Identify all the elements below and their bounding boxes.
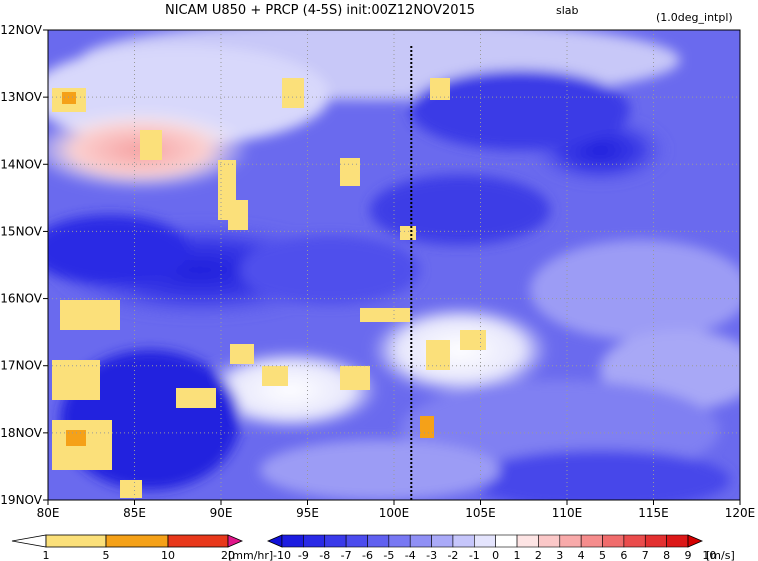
precip-colorbar-unit: [mm/hr] xyxy=(228,549,273,561)
precip-patches xyxy=(52,78,486,498)
wind-colorbar-label: 9 xyxy=(685,549,692,561)
precip-colorbar-label: 10 xyxy=(161,549,175,561)
chart-grid xyxy=(48,30,740,500)
wind-colorbar-swatch xyxy=(281,534,304,548)
wind-colorbar-label: -2 xyxy=(447,549,458,561)
wind-colorbar-swatch xyxy=(388,534,411,548)
wind-colorbar-label: -10 xyxy=(273,549,291,561)
wind-colorbar-swatch xyxy=(474,534,496,548)
precip-colorbar: 1 5 10 20[mm/hr] xyxy=(11,534,273,561)
x-tick-label: 95E xyxy=(296,506,319,520)
x-tick-label: 80E xyxy=(37,506,60,520)
wind-colorbar-swatch xyxy=(580,534,603,548)
wind-colorbar-label: -5 xyxy=(383,549,394,561)
wind-colorbar-label: 2 xyxy=(535,549,542,561)
x-tick-label: 100E xyxy=(379,506,410,520)
wind-colorbar-swatch xyxy=(666,534,689,548)
y-tick-label: 18NOV xyxy=(0,426,42,440)
chart-subtitle: (1.0deg_intpl) xyxy=(656,11,733,24)
wind-colorbar-swatch xyxy=(452,534,475,548)
wind-colorbar-swatch xyxy=(687,534,704,548)
wind-colorbar-label: 10 xyxy=(702,549,716,561)
wind-colorbar-label: 5 xyxy=(599,549,606,561)
wind-colorbar-swatch xyxy=(303,534,326,548)
y-tick-label: 13NOV xyxy=(0,90,42,104)
precip-colorbar-swatch xyxy=(227,534,244,548)
y-tick-label: 14NOV xyxy=(0,157,42,171)
wind-colorbar-label: 4 xyxy=(578,549,585,561)
wind-colorbar-swatch xyxy=(495,534,518,548)
wind-colorbar-label: 0 xyxy=(492,549,499,561)
wind-colorbar-swatch xyxy=(516,534,539,548)
y-tick-label: 17NOV xyxy=(0,359,42,373)
chart-title-tag: slab xyxy=(556,4,579,17)
wind-field xyxy=(48,30,740,500)
wind-colorbar-label: 7 xyxy=(642,549,649,561)
wind-colorbar-label: 1 xyxy=(514,549,521,561)
y-axis: 12NOV 13NOV 14NOV 15NOV 16NOV 17NOV 18NOV 19NOV xyxy=(0,23,48,507)
wind-colorbar: -10 -9 -8 -7 -6 -5 -4 -3 -2 -1 0 1 2 3 4 5 6 7 8 9 10[m/s] xyxy=(266,534,735,561)
wind-colorbar-label: -1 xyxy=(469,549,480,561)
wind-colorbar-swatch xyxy=(367,534,390,548)
y-tick-label: 15NOV xyxy=(0,224,42,238)
wind-colorbar-swatch xyxy=(644,534,667,548)
precip-colorbar-swatch xyxy=(11,534,47,548)
x-tick-label: 105E xyxy=(465,506,496,520)
x-tick-label: 115E xyxy=(638,506,669,520)
x-tick-label: 110E xyxy=(552,506,583,520)
precip-colorbar-label: 1 xyxy=(43,549,50,561)
precip-colorbar-swatch xyxy=(105,534,169,548)
wind-colorbar-unit: [m/s] xyxy=(706,549,735,561)
precip-colorbar-swatch xyxy=(45,534,107,548)
x-tick-label: 120E xyxy=(725,506,756,520)
wind-colorbar-label: -9 xyxy=(298,549,309,561)
wind-colorbar-swatch xyxy=(538,534,561,548)
wind-colorbar-label: 3 xyxy=(556,549,563,561)
precip-colorbar-label: 5 xyxy=(103,549,110,561)
wind-colorbar-label: -6 xyxy=(362,549,373,561)
y-tick-label: 16NOV xyxy=(0,292,42,306)
wind-colorbar-label: 6 xyxy=(620,549,627,561)
wind-colorbar-label: -7 xyxy=(341,549,352,561)
wind-colorbar-swatch xyxy=(266,534,283,548)
x-tick-label: 85E xyxy=(123,506,146,520)
wind-colorbar-swatch xyxy=(623,534,646,548)
x-tick-label: 90E xyxy=(210,506,233,520)
wind-colorbar-label: 8 xyxy=(663,549,670,561)
wind-colorbar-swatch xyxy=(345,534,368,548)
chart-title: NICAM U850 + PRCP (4-5S) init:00Z12NOV20… xyxy=(165,3,475,18)
precip-colorbar-label: 20 xyxy=(221,549,235,561)
wind-colorbar-swatch xyxy=(431,534,454,548)
wind-colorbar-label: -4 xyxy=(405,549,416,561)
y-tick-label: 12NOV xyxy=(0,23,42,37)
wind-colorbar-swatch xyxy=(602,534,625,548)
wind-colorbar-label: -3 xyxy=(426,549,437,561)
wind-colorbar-swatch xyxy=(559,534,582,548)
wind-colorbar-label: -8 xyxy=(319,549,330,561)
x-axis: 80E 85E 90E 95E 100E 105E 110E 115E 120E xyxy=(37,500,756,520)
wind-colorbar-swatch xyxy=(409,534,432,548)
y-tick-label: 19NOV xyxy=(0,493,42,507)
wind-colorbar-swatch xyxy=(324,534,347,548)
precip-colorbar-swatch xyxy=(167,534,229,548)
